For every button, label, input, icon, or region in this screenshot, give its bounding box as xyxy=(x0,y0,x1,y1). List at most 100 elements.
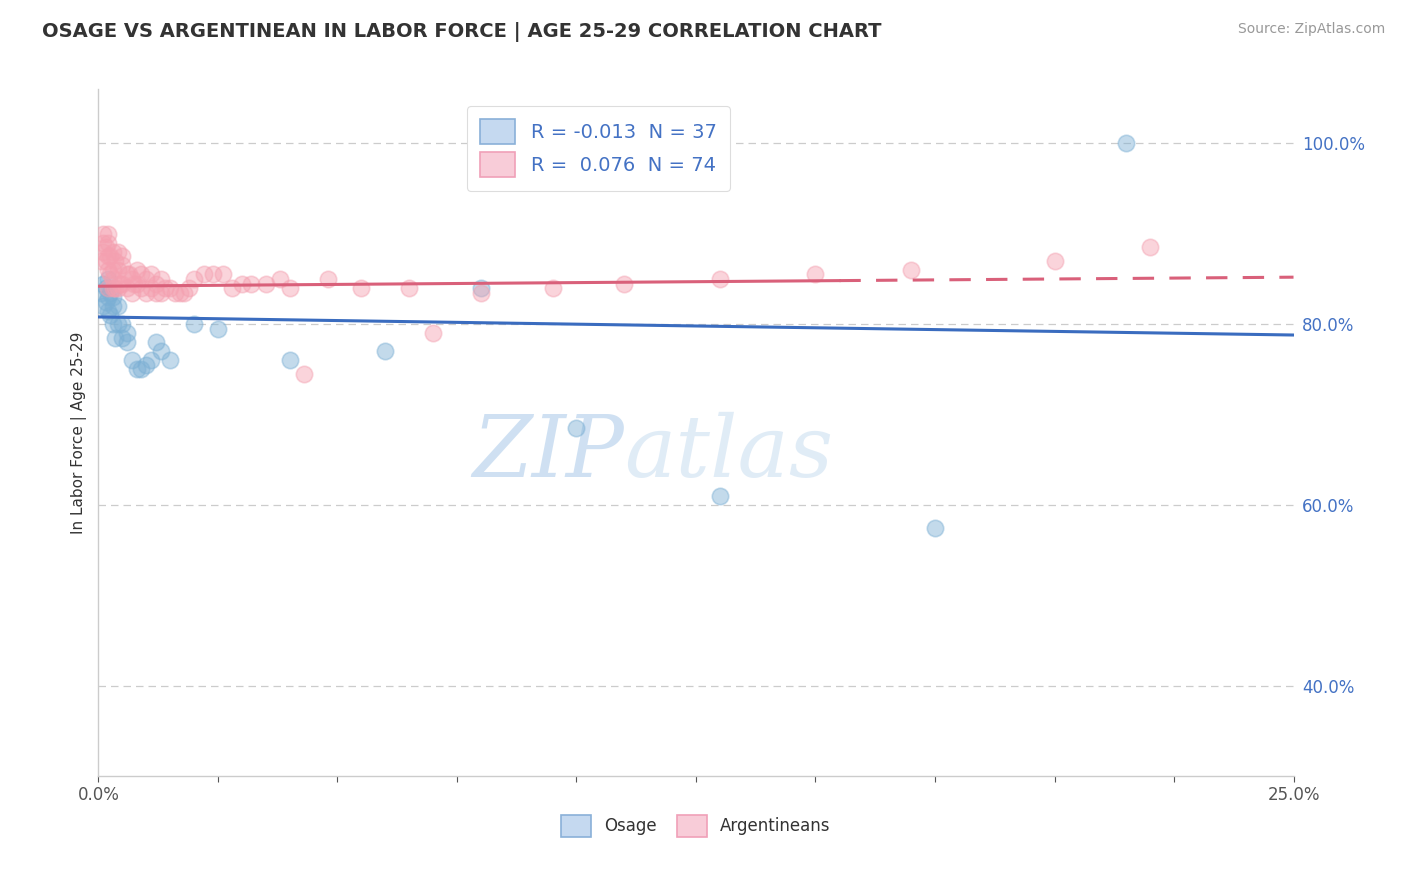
Point xyxy=(202,268,225,282)
Point xyxy=(183,317,205,331)
Legend: Osage, Argentineans: Osage, Argentineans xyxy=(551,805,841,847)
Point xyxy=(91,244,114,259)
Point xyxy=(107,299,129,313)
Point xyxy=(101,317,124,331)
Point xyxy=(94,240,117,254)
Point xyxy=(115,335,138,350)
Point xyxy=(316,272,339,286)
Point xyxy=(169,285,191,300)
Point xyxy=(131,281,153,295)
Point xyxy=(111,331,134,345)
Point xyxy=(179,281,201,295)
Point xyxy=(94,294,117,309)
Point xyxy=(107,244,129,259)
Point xyxy=(97,303,120,318)
Point xyxy=(804,268,827,282)
Point xyxy=(124,277,146,291)
Point xyxy=(98,249,122,263)
Point xyxy=(565,421,588,435)
Point xyxy=(121,285,143,300)
Point xyxy=(139,281,162,295)
Point xyxy=(145,335,167,350)
Point xyxy=(107,281,129,295)
Point xyxy=(115,281,138,295)
Text: OSAGE VS ARGENTINEAN IN LABOR FORCE | AGE 25-29 CORRELATION CHART: OSAGE VS ARGENTINEAN IN LABOR FORCE | AG… xyxy=(42,22,882,42)
Point xyxy=(269,272,291,286)
Point xyxy=(90,285,112,300)
Point xyxy=(107,263,129,277)
Point xyxy=(91,299,114,313)
Point xyxy=(374,344,396,359)
Point xyxy=(97,272,120,286)
Point xyxy=(97,263,120,277)
Point xyxy=(125,277,148,291)
Text: Source: ZipAtlas.com: Source: ZipAtlas.com xyxy=(1237,22,1385,37)
Point xyxy=(240,277,263,291)
Point xyxy=(97,290,120,304)
Point xyxy=(101,244,124,259)
Point xyxy=(91,277,114,291)
Point xyxy=(107,317,129,331)
Point xyxy=(91,227,114,241)
Point xyxy=(221,281,243,295)
Point xyxy=(125,263,148,277)
Point xyxy=(163,285,186,300)
Point xyxy=(121,272,143,286)
Point xyxy=(709,272,731,286)
Point xyxy=(135,358,157,372)
Point xyxy=(709,489,731,503)
Point xyxy=(101,290,124,304)
Point xyxy=(101,263,124,277)
Point xyxy=(149,344,172,359)
Point xyxy=(97,235,120,250)
Point xyxy=(211,268,233,282)
Point xyxy=(131,268,153,282)
Point xyxy=(131,362,153,376)
Point xyxy=(278,281,301,295)
Point xyxy=(207,321,229,335)
Point xyxy=(613,277,636,291)
Point xyxy=(98,285,122,300)
Point xyxy=(193,268,215,282)
Point xyxy=(149,285,172,300)
Point xyxy=(91,235,114,250)
Point xyxy=(94,281,117,295)
Point xyxy=(541,281,564,295)
Point xyxy=(94,253,117,268)
Text: atlas: atlas xyxy=(624,412,834,494)
Point xyxy=(98,308,122,322)
Point xyxy=(90,253,112,268)
Point xyxy=(149,272,172,286)
Point xyxy=(422,326,444,341)
Point xyxy=(900,263,922,277)
Point xyxy=(108,277,131,291)
Point xyxy=(292,367,315,381)
Point xyxy=(183,272,205,286)
Point xyxy=(155,281,177,295)
Point xyxy=(97,281,120,295)
Point xyxy=(139,268,162,282)
Point xyxy=(145,285,167,300)
Point xyxy=(104,281,127,295)
Point xyxy=(470,285,492,300)
Point xyxy=(115,268,138,282)
Point xyxy=(97,249,120,263)
Point xyxy=(145,277,167,291)
Point xyxy=(115,326,138,341)
Point xyxy=(101,299,124,313)
Point xyxy=(159,353,181,368)
Point xyxy=(135,285,157,300)
Point xyxy=(111,317,134,331)
Point xyxy=(98,268,122,282)
Point xyxy=(139,353,162,368)
Point xyxy=(924,520,946,534)
Point xyxy=(350,281,373,295)
Point xyxy=(173,285,195,300)
Point xyxy=(1043,253,1066,268)
Point xyxy=(121,353,143,368)
Point xyxy=(104,331,127,345)
Point xyxy=(470,281,492,295)
Point xyxy=(231,277,253,291)
Point xyxy=(111,277,134,291)
Point xyxy=(1139,240,1161,254)
